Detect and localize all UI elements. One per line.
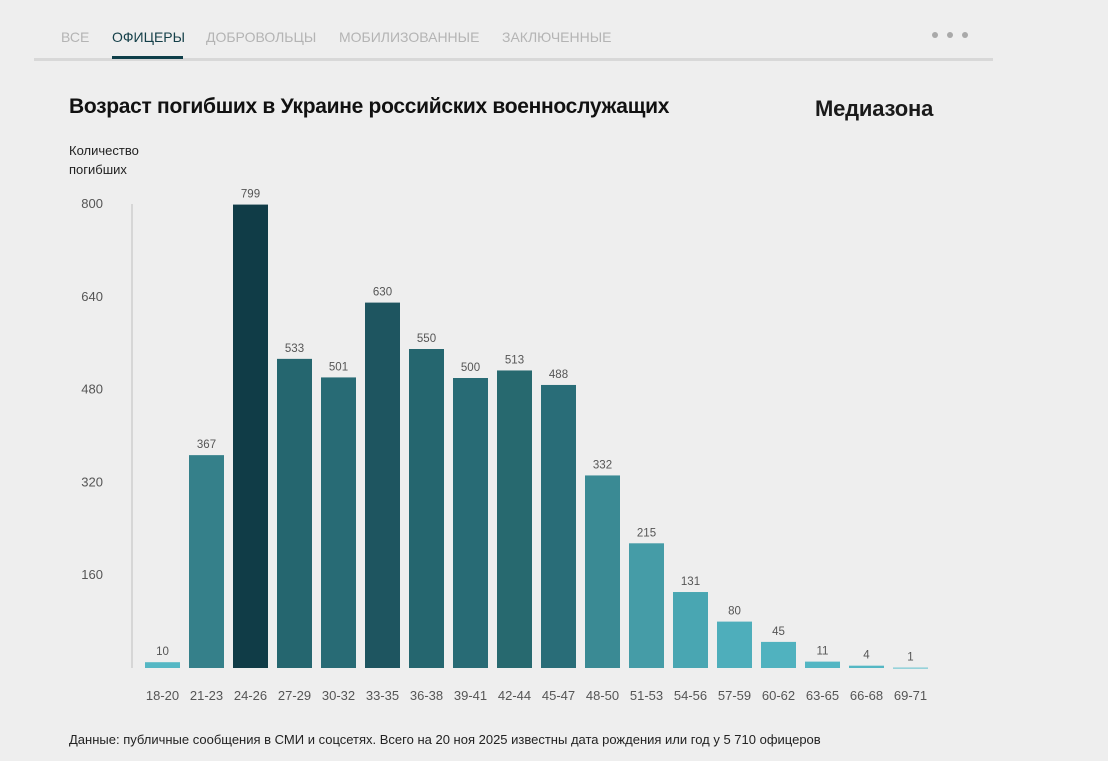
bar-18-20 <box>145 662 180 668</box>
data-label: 630 <box>373 287 392 299</box>
source-note: Данные: публичные сообщения в СМИ и соцс… <box>69 732 821 747</box>
x-tick-label: 48-50 <box>586 688 619 703</box>
chart-title: Возраст погибших в Украине российских во… <box>69 95 670 118</box>
data-label: 799 <box>241 189 260 201</box>
data-label: 501 <box>329 361 348 373</box>
x-tick-label: 69-71 <box>894 688 927 703</box>
bar-45-47 <box>541 384 576 668</box>
tab-all[interactable]: ВСЕ <box>61 29 90 45</box>
data-label: 4 <box>863 650 870 662</box>
bar-39-41 <box>453 378 488 668</box>
x-tick-label: 45-47 <box>542 688 575 703</box>
data-label: 533 <box>285 343 304 355</box>
data-label: 11 <box>817 646 829 658</box>
bar-54-56 <box>673 592 708 668</box>
x-tick-label: 33-35 <box>366 688 399 703</box>
x-tick-label: 51-53 <box>630 688 663 703</box>
bar-66-68 <box>849 665 884 668</box>
bar-69-71 <box>893 667 928 669</box>
data-label: 332 <box>593 459 612 471</box>
more-options-icon[interactable] <box>932 32 968 38</box>
data-label: 550 <box>417 333 436 345</box>
bar-60-62 <box>761 641 796 668</box>
bar-30-32 <box>321 377 356 668</box>
x-tick-label: 36-38 <box>410 688 443 703</box>
category-tabs: ВСЕ ОФИЦЕРЫ ДОБРОВОЛЬЦЫ МОБИЛИЗОВАННЫЕ З… <box>34 0 993 61</box>
bar-24-26 <box>233 204 268 668</box>
y-tick-label: 800 <box>81 196 103 211</box>
data-label: 131 <box>681 576 700 588</box>
bar-27-29 <box>277 358 312 668</box>
data-label: 1 <box>907 651 913 663</box>
data-label: 513 <box>505 354 524 366</box>
data-label: 488 <box>549 369 568 381</box>
bar-57-59 <box>717 621 752 668</box>
data-label: 500 <box>461 362 480 374</box>
x-tick-label: 60-62 <box>762 688 795 703</box>
data-label: 10 <box>156 646 169 658</box>
x-tick-label: 42-44 <box>498 688 531 703</box>
x-tick-label: 30-32 <box>322 688 355 703</box>
y-tick-label: 640 <box>81 289 103 304</box>
y-tick-label: 480 <box>81 382 103 397</box>
tab-mobilized[interactable]: МОБИЛИЗОВАННЫЕ <box>339 29 480 45</box>
bar-63-65 <box>805 661 840 668</box>
data-label: 45 <box>772 626 785 638</box>
x-tick-label: 39-41 <box>454 688 487 703</box>
x-tick-label: 54-56 <box>674 688 707 703</box>
x-tick-label: 21-23 <box>190 688 223 703</box>
bar-21-23 <box>189 455 224 668</box>
brand-logo: Медиазона <box>815 96 934 121</box>
bar-48-50 <box>585 475 620 668</box>
active-tab-indicator <box>112 56 183 59</box>
x-tick-label: 18-20 <box>146 688 179 703</box>
x-tick-label: 57-59 <box>718 688 751 703</box>
y-axis-label: Количество погибших <box>69 143 139 177</box>
tab-officers[interactable]: ОФИЦЕРЫ <box>112 29 186 45</box>
data-label: 80 <box>728 606 741 618</box>
tab-volunteers[interactable]: ДОБРОВОЛЬЦЫ <box>206 29 317 45</box>
bar-33-35 <box>365 302 400 668</box>
x-tick-label: 66-68 <box>850 688 883 703</box>
y-tick-label: 320 <box>81 474 103 489</box>
y-tick-label: 160 <box>81 567 103 582</box>
bar-42-44 <box>497 370 532 668</box>
x-tick-label: 24-26 <box>234 688 267 703</box>
bar-36-38 <box>409 349 444 668</box>
x-tick-label: 27-29 <box>278 688 311 703</box>
data-label: 215 <box>637 527 656 539</box>
data-label: 367 <box>197 439 216 451</box>
tab-prisoners[interactable]: ЗАКЛЮЧЕННЫЕ <box>502 29 612 45</box>
x-tick-label: 63-65 <box>806 688 839 703</box>
bar-51-53 <box>629 543 664 668</box>
